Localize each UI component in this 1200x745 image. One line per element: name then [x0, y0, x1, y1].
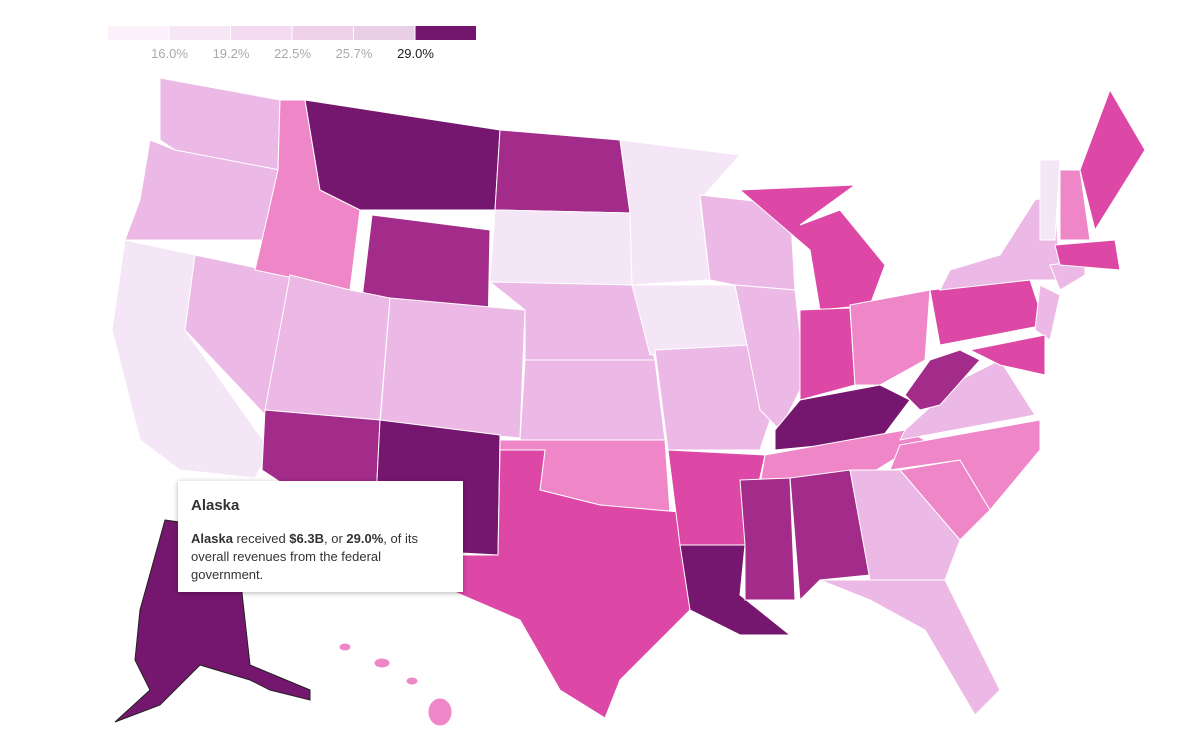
state[interactable] — [654, 344, 771, 451]
tooltip-text: , of its overall revenues from the feder… — [191, 531, 418, 582]
state[interactable] — [379, 297, 526, 439]
legend-swatch — [231, 26, 292, 40]
state[interactable] — [489, 209, 633, 286]
state[interactable] — [799, 307, 856, 401]
tooltip-text: , or — [324, 531, 347, 546]
tooltip-text: $6.3B — [289, 531, 324, 546]
state[interactable] — [739, 477, 796, 601]
state[interactable] — [405, 676, 419, 686]
tooltip-title: Alaska — [191, 497, 240, 514]
legend-label: 16.0% — [151, 46, 188, 61]
legend-label: 29.0% — [397, 46, 434, 61]
state[interactable] — [789, 469, 871, 602]
legend-label: 22.5% — [274, 46, 311, 61]
legend-label: 25.7% — [336, 46, 373, 61]
legend-swatch — [354, 26, 415, 40]
states — [111, 77, 1146, 727]
state[interactable] — [1039, 159, 1061, 241]
state[interactable] — [519, 359, 666, 441]
state[interactable] — [738, 184, 886, 311]
tooltip-text: 29.0% — [346, 531, 384, 546]
legend-swatch — [415, 26, 476, 40]
legend-label: 19.2% — [213, 46, 250, 61]
state[interactable] — [889, 419, 1041, 511]
tooltip: Alaska Alaska received $6.3B, or 29.0%, … — [178, 481, 463, 592]
state[interactable] — [939, 194, 1061, 291]
state[interactable] — [373, 657, 391, 669]
state[interactable] — [1079, 88, 1146, 232]
state[interactable] — [849, 289, 931, 386]
state[interactable] — [427, 697, 453, 727]
legend-swatch — [108, 26, 169, 40]
tooltip-text: Alaska — [191, 531, 233, 546]
legend: 16.0% 19.2% 22.5% 25.7% 29.0% — [108, 26, 476, 61]
state[interactable] — [338, 642, 352, 652]
state[interactable] — [734, 284, 806, 431]
state[interactable] — [1054, 239, 1121, 271]
state[interactable] — [1059, 169, 1091, 241]
state[interactable] — [929, 279, 1046, 346]
state[interactable] — [494, 129, 631, 214]
state[interactable] — [968, 334, 1046, 376]
tooltip-body: Alaska received $6.3B, or 29.0%, of its … — [191, 530, 450, 584]
state[interactable] — [904, 349, 981, 411]
state[interactable] — [631, 284, 751, 356]
state[interactable] — [114, 519, 311, 723]
state[interactable] — [304, 99, 501, 211]
tooltip-text: received — [232, 531, 290, 546]
state[interactable] — [1034, 284, 1061, 341]
state[interactable] — [819, 579, 1001, 716]
legend-swatch — [169, 26, 230, 40]
legend-swatch — [292, 26, 353, 40]
